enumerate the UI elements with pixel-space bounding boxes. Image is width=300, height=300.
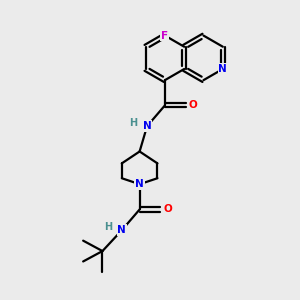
Text: F: F: [161, 31, 169, 40]
Text: H: H: [130, 118, 138, 128]
Text: N: N: [218, 64, 227, 74]
Text: N: N: [117, 225, 126, 235]
Text: H: H: [104, 222, 112, 232]
Text: N: N: [135, 179, 144, 189]
Text: O: O: [164, 204, 172, 214]
Text: O: O: [189, 100, 197, 110]
Text: N: N: [143, 121, 152, 131]
